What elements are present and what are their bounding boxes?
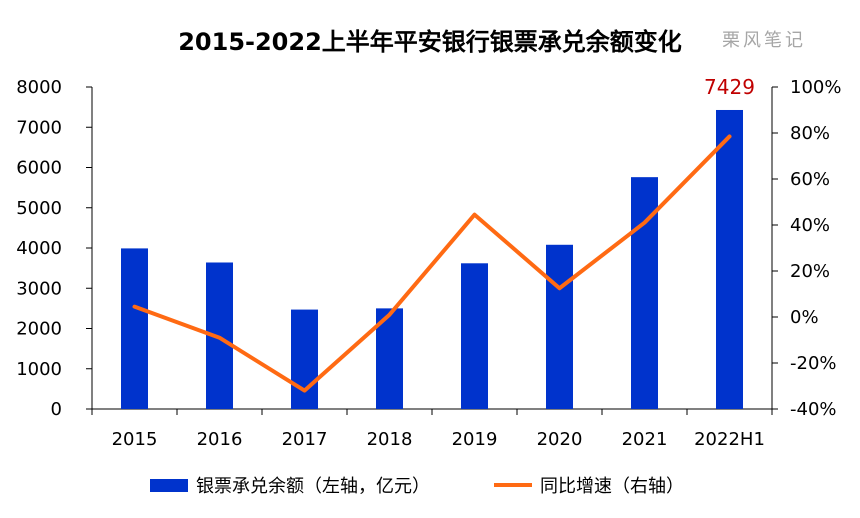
y-left-tick-label: 5000 — [16, 198, 62, 219]
x-tick-label: 2015 — [112, 429, 158, 450]
y-left-tick-label: 4000 — [16, 238, 62, 259]
data-label: 7429 — [704, 75, 755, 99]
y-right-tick-label: -40% — [790, 399, 837, 420]
x-tick-label: 2019 — [452, 429, 498, 450]
bar — [291, 309, 318, 409]
legend-item-bars: 银票承兑余额（左轴，亿元） — [150, 472, 430, 498]
y-right-tick-label: 60% — [790, 169, 830, 190]
x-tick-label: 2021 — [622, 429, 668, 450]
y-right-tick-label: 20% — [790, 261, 830, 282]
bar — [716, 109, 743, 409]
y-right-tick-label: 80% — [790, 123, 830, 144]
legend-item-line: 同比增速（右轴） — [494, 472, 684, 498]
legend-label-bars: 银票承兑余额（左轴，亿元） — [196, 476, 430, 497]
y-left-tick-label: 8000 — [16, 77, 62, 98]
x-tick-label: 2022H1 — [694, 429, 765, 450]
chart-title: 2015-2022上半年平安银行银票承兑余额变化 — [178, 28, 682, 56]
x-tick-label: 2020 — [537, 429, 583, 450]
y-right-tick-label: -20% — [790, 353, 837, 374]
legend-swatch-bars — [150, 478, 188, 492]
x-tick-label: 2016 — [197, 429, 243, 450]
growth-line — [132, 134, 732, 393]
y-left-tick-label: 0 — [51, 399, 62, 420]
y-right-tick-label: 0% — [790, 307, 819, 328]
y-left-tick-label: 6000 — [16, 158, 62, 179]
x-tick-label: 2018 — [367, 429, 413, 450]
watermark: 栗风笔记 — [722, 30, 806, 51]
legend-label-line: 同比增速（右轴） — [540, 476, 684, 497]
legend-swatch-line — [494, 483, 532, 487]
y-left-tick-label: 7000 — [16, 117, 62, 138]
bar — [546, 244, 573, 409]
chart-plot: 0 1000 2000 3000 4000 5000 6000 7000 8000 -40% -20… — [16, 75, 841, 450]
bar — [121, 248, 148, 409]
bar — [461, 263, 488, 409]
y-left-tick-label: 2000 — [16, 319, 62, 340]
y-left-tick-label: 3000 — [16, 278, 62, 299]
y-right-tick-label: 100% — [790, 77, 841, 98]
y-right-tick-label: 40% — [790, 215, 830, 236]
legend: 银票承兑余额（左轴，亿元） 同比增速（右轴） — [0, 472, 860, 502]
x-tick-label: 2017 — [282, 429, 328, 450]
y-left-tick-label: 1000 — [16, 359, 62, 380]
